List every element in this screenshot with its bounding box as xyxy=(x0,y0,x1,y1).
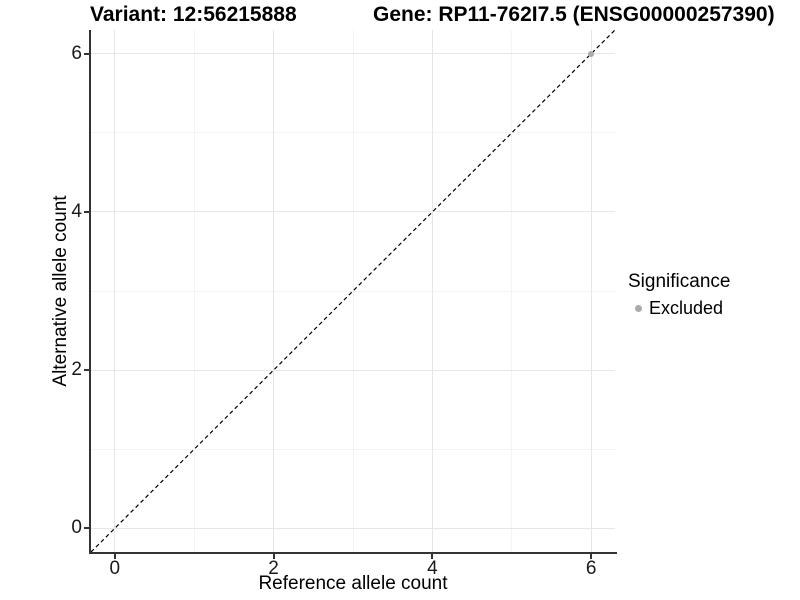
legend-title: Significance xyxy=(628,271,731,292)
major-gridline-horizontal xyxy=(91,527,615,529)
x-axis-tick xyxy=(431,554,434,559)
major-gridline-horizontal xyxy=(91,211,615,213)
major-gridline-vertical xyxy=(590,30,592,552)
legend: Significance Excluded xyxy=(628,271,730,319)
gene-title: Gene: RP11-762I7.5 (ENSG00000257390) xyxy=(373,3,775,26)
y-axis-tick xyxy=(84,210,89,213)
y-axis-tick xyxy=(84,369,89,372)
legend-item-excluded: Excluded xyxy=(628,298,730,319)
y-axis-tick xyxy=(84,527,89,530)
y-tick-label: 6 xyxy=(71,42,82,64)
y-tick-label: 0 xyxy=(71,517,82,539)
minor-gridline-vertical xyxy=(511,30,513,552)
excluded-point-icon xyxy=(635,305,642,312)
major-gridline-horizontal xyxy=(91,369,615,371)
x-axis-title: Reference allele count xyxy=(258,573,448,594)
x-tick-label: 4 xyxy=(427,558,438,579)
x-tick-label: 6 xyxy=(585,558,597,579)
x-axis-tick xyxy=(113,554,116,559)
y-tick-label: 2 xyxy=(71,359,82,381)
x-tick-label: 2 xyxy=(268,558,279,579)
data-point-excluded xyxy=(588,50,595,57)
major-gridline-vertical xyxy=(431,30,433,552)
major-gridline-vertical xyxy=(114,30,116,552)
y-axis-tick xyxy=(84,52,89,55)
minor-gridline-horizontal xyxy=(91,290,615,292)
x-tick-label: 0 xyxy=(109,558,121,579)
variant-title: Variant: 12:56215888 xyxy=(90,3,297,26)
x-axis-tick xyxy=(272,554,275,559)
minor-gridline-horizontal xyxy=(91,132,615,134)
legend-item-label: Excluded xyxy=(649,298,724,318)
y-tick-label: 4 xyxy=(71,200,82,222)
x-axis-tick xyxy=(590,554,593,559)
plot-panel xyxy=(91,30,615,552)
major-gridline-vertical xyxy=(273,30,275,552)
y-axis-title: Alternative allele count xyxy=(50,195,71,387)
major-gridline-horizontal xyxy=(91,53,615,55)
y-axis-line xyxy=(89,30,91,554)
x-axis-line xyxy=(89,552,617,554)
identity-line xyxy=(91,30,615,552)
